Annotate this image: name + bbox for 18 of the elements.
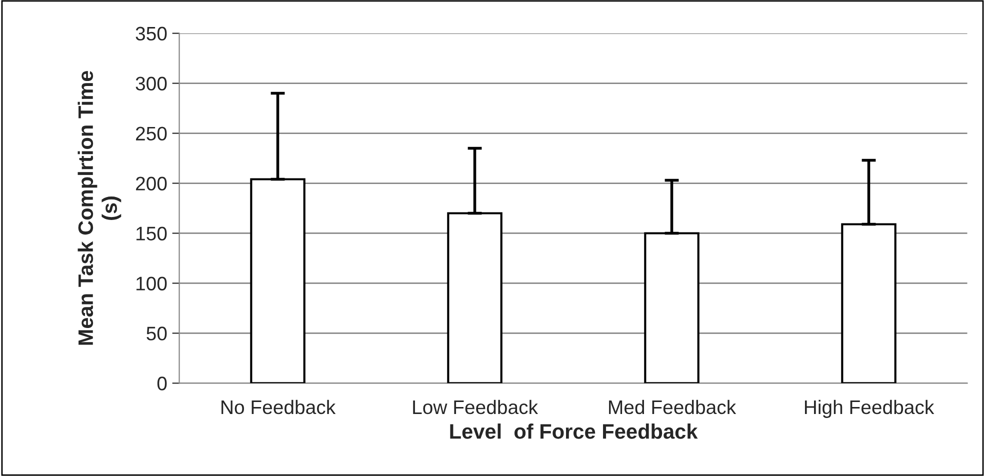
y-tick-label: 300 bbox=[136, 76, 167, 91]
bar bbox=[841, 223, 896, 384]
x-tick-label: Med Feedback bbox=[609, 400, 736, 414]
x-axis-title: Level of Force Feedback bbox=[450, 424, 698, 439]
bar bbox=[447, 212, 502, 384]
bar bbox=[250, 178, 306, 384]
y-tick-label: 350 bbox=[136, 26, 167, 41]
y-axis-title: Mean Task Complrtion Time (s) bbox=[78, 70, 122, 345]
y-tick-label: 200 bbox=[136, 176, 167, 190]
x-tick-label: No Feedback bbox=[222, 400, 336, 414]
y-tick-label: 50 bbox=[146, 326, 167, 340]
y-tick-label: 250 bbox=[136, 126, 167, 141]
bar bbox=[644, 232, 700, 384]
y-tick-label: 0 bbox=[157, 376, 167, 390]
x-tick-label: High Feedback bbox=[804, 400, 934, 418]
y-tick-label: 150 bbox=[136, 226, 167, 240]
x-tick-label: Low Feedback bbox=[413, 400, 538, 414]
y-tick-label: 100 bbox=[136, 276, 167, 290]
